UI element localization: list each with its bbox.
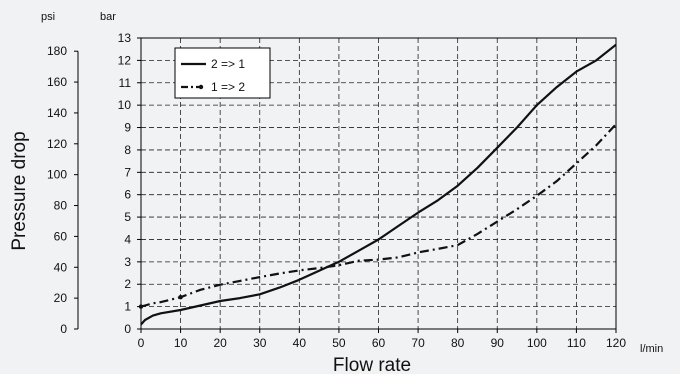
grid-lines bbox=[141, 38, 616, 329]
psi-tick-label: 0 bbox=[60, 322, 67, 336]
series-line-2 bbox=[140, 123, 617, 308]
psi-tick-label: 60 bbox=[54, 229, 68, 243]
x-tick-label: 30 bbox=[253, 336, 267, 350]
x-tick-label: 50 bbox=[332, 336, 346, 350]
legend-label-2: 1 => 2 bbox=[211, 80, 245, 94]
x-tick-label: 80 bbox=[451, 336, 465, 350]
bar-tick-label: 5 bbox=[124, 210, 131, 224]
x-tick-label: 40 bbox=[293, 336, 307, 350]
x-tick-label: 90 bbox=[491, 336, 505, 350]
bar-unit-label: bar bbox=[100, 11, 116, 23]
legend-label-1: 2 => 1 bbox=[211, 57, 245, 71]
psi-tick-label: 40 bbox=[54, 260, 68, 274]
x-tick-label: 0 bbox=[138, 336, 145, 350]
x-tick-label: 100 bbox=[527, 336, 547, 350]
bar-tick-label: 10 bbox=[118, 98, 132, 112]
x-axis-title: Flow rate bbox=[333, 355, 411, 374]
series-2-marker bbox=[178, 295, 183, 300]
bar-tick-label: 9 bbox=[124, 121, 131, 135]
y-axis-title: Pressure drop bbox=[9, 131, 30, 250]
x-tick-label: 70 bbox=[411, 336, 425, 350]
bar-tick-label: 7 bbox=[124, 165, 131, 179]
x-tick-label: 20 bbox=[213, 336, 227, 350]
psi-tick-label: 100 bbox=[47, 168, 67, 182]
x-tick-label: 10 bbox=[174, 336, 188, 350]
series-2-marker bbox=[138, 304, 144, 309]
bar-tick-label: 8 bbox=[124, 143, 131, 157]
legend: 2 => 1 1 => 2 bbox=[174, 47, 271, 99]
x-tick-label: 120 bbox=[606, 336, 626, 350]
bar-tick-label: 2 bbox=[124, 277, 131, 291]
bar-tick-label: 1 bbox=[124, 300, 131, 314]
bar-tick-label: 12 bbox=[118, 53, 132, 67]
series-lines bbox=[138, 43, 617, 326]
bar-tick-label: 3 bbox=[124, 255, 131, 269]
bar-tick-label: 6 bbox=[124, 188, 131, 202]
bar-tick-label: 4 bbox=[124, 232, 131, 246]
bar-tick-label: 11 bbox=[119, 76, 132, 90]
psi-unit-label: psi bbox=[41, 11, 55, 23]
bar-tick-label: 0 bbox=[124, 322, 131, 336]
bar-tick-label: 13 bbox=[118, 31, 132, 45]
x-tick-label: 60 bbox=[372, 336, 386, 350]
legend-marker bbox=[198, 84, 204, 90]
x-tick-label: 110 bbox=[567, 336, 586, 350]
psi-tick-label: 20 bbox=[54, 291, 68, 305]
psi-tick-label: 80 bbox=[54, 199, 68, 213]
ticks: 0 10 20 30 40 50 60 70 80 90 100 110 120012345678910… bbox=[47, 31, 626, 350]
psi-tick-label: 140 bbox=[47, 106, 67, 120]
psi-tick-label: 160 bbox=[47, 75, 67, 89]
x-unit-label: l/min bbox=[640, 343, 663, 355]
psi-tick-label: 180 bbox=[47, 44, 67, 58]
legend-box bbox=[174, 47, 271, 99]
series-line-1 bbox=[140, 43, 617, 326]
psi-tick-label: 120 bbox=[47, 137, 67, 151]
